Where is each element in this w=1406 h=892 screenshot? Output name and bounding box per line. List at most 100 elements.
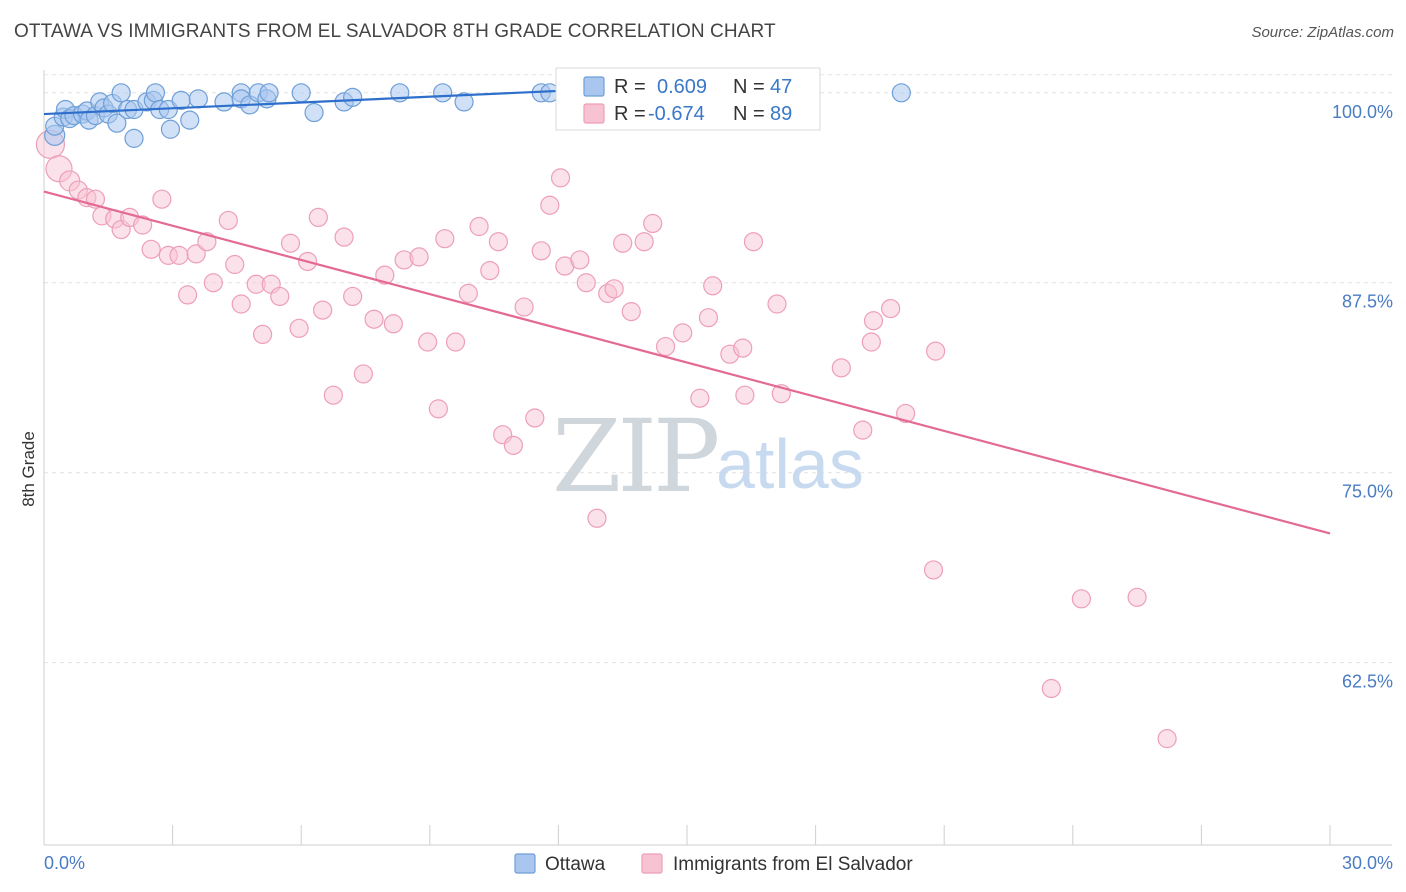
el-salvador-point <box>132 215 153 235</box>
el-salvador-point <box>673 323 693 343</box>
el-salvador-point <box>289 318 309 338</box>
el-salvador-point <box>334 227 354 247</box>
el-salvador-point <box>503 435 523 455</box>
ottawa-point <box>180 110 200 130</box>
x-tick-label-end: 30.0% <box>1342 853 1393 873</box>
trend-line-el-salvador <box>43 190 1331 535</box>
y-tick-label: 87.5% <box>1342 292 1393 312</box>
el-salvador-point <box>203 273 223 293</box>
y-tick-label: 62.5% <box>1342 672 1393 692</box>
el-salvador-point <box>570 250 590 270</box>
ottawa-point <box>188 89 208 109</box>
legend-r-label: R = <box>614 103 646 125</box>
x-tick-label-start: 0.0% <box>44 853 85 873</box>
bottom-legend-el-salvador: Immigrants from El Salvador <box>673 854 913 875</box>
el-salvador-point <box>435 229 455 249</box>
el-salvador-point <box>141 239 161 259</box>
el-salvador-point <box>735 385 755 405</box>
el-salvador-point <box>353 364 373 384</box>
el-salvador-point <box>540 195 560 215</box>
el-salvador-point <box>445 332 466 352</box>
legend-swatch-el-salvador <box>583 103 605 124</box>
ottawa-point <box>343 87 363 107</box>
el-salvador-point <box>178 285 198 305</box>
el-salvador-point <box>458 283 478 303</box>
el-salvador-point <box>525 408 545 428</box>
el-salvador-point <box>863 311 884 331</box>
el-salvador-point <box>152 189 172 209</box>
el-salvador-point <box>186 244 206 264</box>
el-salvador-point <box>231 294 251 314</box>
el-salvador-point <box>923 560 944 580</box>
y-axis-title: 8th Grade <box>19 431 38 507</box>
el-salvador-point <box>831 358 851 378</box>
el-salvador-point <box>488 232 508 252</box>
ottawa-point <box>111 83 131 103</box>
el-salvador-point <box>853 420 873 440</box>
legend-swatch-ottawa <box>583 76 605 97</box>
grid-lines <box>44 74 1392 664</box>
el-salvador-point <box>926 341 946 361</box>
el-salvador-point <box>313 300 333 320</box>
el-salvador-point <box>896 403 916 424</box>
el-salvador-point <box>1071 589 1091 609</box>
el-salvador-point <box>343 286 363 307</box>
el-salvador-point <box>253 324 273 345</box>
el-salvador-point <box>861 332 881 352</box>
ottawa-point <box>891 83 911 103</box>
el-salvador-point <box>270 286 290 307</box>
el-salvador-point <box>418 332 438 352</box>
legend-r-ottawa: 0.609 <box>657 76 707 98</box>
el-salvador-point <box>169 245 189 265</box>
el-salvador-point <box>1127 587 1147 607</box>
el-salvador-point <box>428 399 448 419</box>
y-tick-labels: 62.5% 75.0% 87.5% 100.0% <box>1332 102 1393 692</box>
ottawa-point <box>214 92 234 112</box>
ottawa-point <box>304 102 324 123</box>
trend-lines <box>43 88 1331 535</box>
el-salvador-point <box>469 216 489 237</box>
ottawa-point <box>107 113 127 133</box>
el-salvador-point <box>323 385 343 405</box>
el-salvador-point <box>767 294 787 314</box>
ottawa-point <box>433 83 453 103</box>
watermark: ZIP atlas <box>552 398 864 515</box>
el-salvador-point <box>690 388 710 408</box>
el-salvador-point <box>364 309 384 329</box>
legend-r-el-salvador: -0.674 <box>648 103 705 125</box>
y-tick-label: 100.0% <box>1332 102 1393 122</box>
series-ottawa-points <box>44 83 911 148</box>
chart-source: Source: ZipAtlas.com <box>1251 24 1394 41</box>
el-salvador-point <box>655 336 676 357</box>
el-salvador-point <box>604 279 624 299</box>
chart-title: OTTAWA VS IMMIGRANTS FROM EL SALVADOR 8T… <box>14 21 776 42</box>
el-salvador-point <box>698 308 719 328</box>
legend-n-label: N = <box>733 76 765 98</box>
el-salvador-point <box>550 168 571 188</box>
bottom-legend: Ottawa Immigrants from El Salvador <box>514 853 913 875</box>
y-tick-label: 75.0% <box>1342 482 1393 502</box>
el-salvador-point <box>531 241 551 261</box>
el-salvador-point <box>280 233 301 253</box>
bottom-legend-swatch-el-salvador <box>641 853 663 874</box>
legend-box: R = 0.609 N = 47 R = -0.674 N = 89 <box>555 67 821 131</box>
el-salvador-point <box>383 314 403 334</box>
watermark-atlas: atlas <box>716 425 864 503</box>
el-salvador-point <box>703 276 723 296</box>
x-tick-labels: 0.0% 30.0% <box>44 853 1393 873</box>
el-salvador-point <box>409 247 429 267</box>
bottom-legend-swatch-ottawa <box>514 853 536 874</box>
axes <box>43 70 1392 846</box>
el-salvador-point <box>308 207 328 228</box>
el-salvador-point <box>634 232 654 252</box>
ottawa-point <box>145 83 166 103</box>
el-salvador-point <box>1041 678 1061 699</box>
legend-n-label: N = <box>733 103 765 125</box>
el-salvador-point <box>514 297 534 317</box>
el-salvador-point <box>375 265 395 285</box>
legend-r-label: R = <box>614 76 646 98</box>
el-salvador-point <box>1157 729 1177 749</box>
el-salvador-point <box>218 210 238 231</box>
watermark-zip: ZIP <box>552 398 717 515</box>
el-salvador-point <box>613 233 633 253</box>
